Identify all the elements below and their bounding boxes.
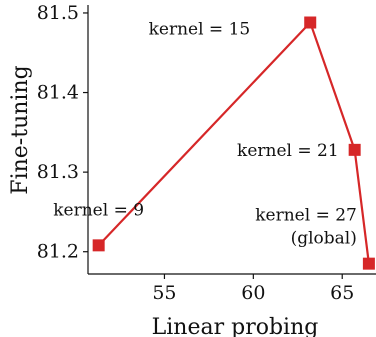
point-annotation: kernel = 27 (255, 206, 357, 226)
data-point-marker (92, 239, 105, 252)
data-point-marker (348, 143, 361, 156)
x-tick-label: 65 (330, 282, 354, 304)
series-lines (97, 20, 370, 264)
axes: 81.2 81.3 81.4 81.5 55 60 65 (37, 2, 376, 304)
x-tick-label: 60 (241, 282, 265, 304)
series-line (97, 20, 370, 264)
y-tick-label: 81.3 (37, 161, 79, 183)
y-tick-label: 81.5 (37, 2, 79, 24)
point-annotation: kernel = 15 (149, 20, 251, 40)
point-annotation: kernel = 9 (53, 200, 144, 220)
data-point-marker (304, 16, 317, 29)
y-tick-label: 81.2 (37, 241, 79, 263)
x-tick-label: 55 (152, 282, 176, 304)
point-annotation-line2: (global) (291, 229, 357, 249)
annotations: kernel = 9 kernel = 15 kernel = 21 kernel =… (53, 20, 357, 249)
data-point-marker (362, 257, 375, 270)
y-axis-title: Fine-tuning (8, 65, 33, 194)
x-axis-title: Linear probing (152, 315, 319, 337)
series-points (92, 16, 375, 270)
point-annotation: kernel = 21 (237, 141, 339, 161)
y-tick-label: 81.4 (37, 82, 79, 104)
